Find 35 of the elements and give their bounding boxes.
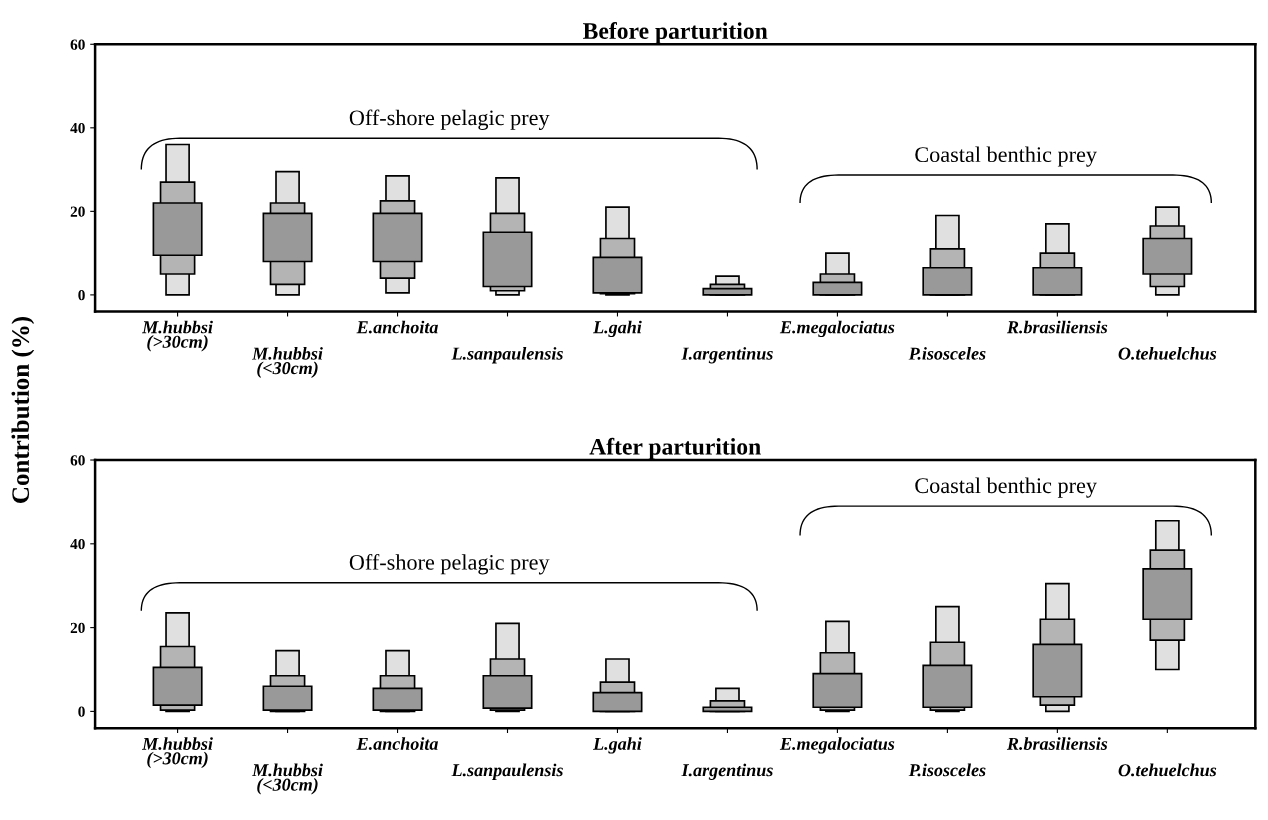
x-tick-label: L.gahi [593, 737, 642, 754]
x-tick-label: E.anchoita [356, 320, 438, 334]
y-axis-title: Contribution (%) [11, 316, 35, 503]
x-tick-label: M.hubbsi (>30cm) [141, 320, 213, 352]
x-tick-label: M.hubbsi (>30cm) [141, 737, 213, 769]
x-tick-label: L.sanpaulensis [451, 347, 563, 364]
x-tick-label: E.anchoita [356, 737, 438, 750]
y-tick-label: 20 [70, 206, 85, 217]
y-tick-label: 20 [70, 622, 85, 634]
x-tick-label: O.tehuelchus [1118, 763, 1217, 777]
y-tick-label: 40 [70, 122, 85, 134]
x-tick-label: R.brasiliensis [1006, 737, 1108, 750]
x-tick-label: L.gahi [593, 320, 642, 337]
y-tick-label: 60 [70, 39, 85, 50]
y-tick-label: 0 [78, 290, 85, 301]
annotation: Coastal benthic prey [915, 477, 1097, 498]
x-tick-label: R.brasiliensis [1006, 320, 1108, 334]
chart-title: Before parturition [583, 22, 768, 44]
x-tick-label: I.argentinus [681, 763, 773, 780]
x-tick-label: L.sanpaulensis [451, 763, 563, 780]
x-tick-label: P.isosceles [908, 347, 986, 360]
chart-title: After parturition [589, 437, 761, 460]
y-tick-label: 0 [78, 706, 85, 717]
x-tick-label: O.tehuelchus [1118, 347, 1217, 360]
x-tick-label: M.hubbsi (<30cm) [251, 347, 323, 378]
y-tick-label: 60 [70, 455, 85, 466]
x-tick-label: P.isosceles [908, 763, 986, 777]
annotation: Coastal benthic prey [915, 146, 1097, 167]
x-tick-label: M.hubbsi (<30cm) [251, 763, 323, 795]
y-tick-label: 40 [70, 538, 85, 550]
x-tick-label: E.megalociatus [779, 320, 895, 337]
x-tick-label: I.argentinus [681, 347, 773, 364]
annotation: Off-shore pelagic prey [349, 553, 550, 575]
x-tick-label: E.megalociatus [779, 737, 895, 754]
annotation: Off-shore pelagic prey [349, 109, 550, 130]
